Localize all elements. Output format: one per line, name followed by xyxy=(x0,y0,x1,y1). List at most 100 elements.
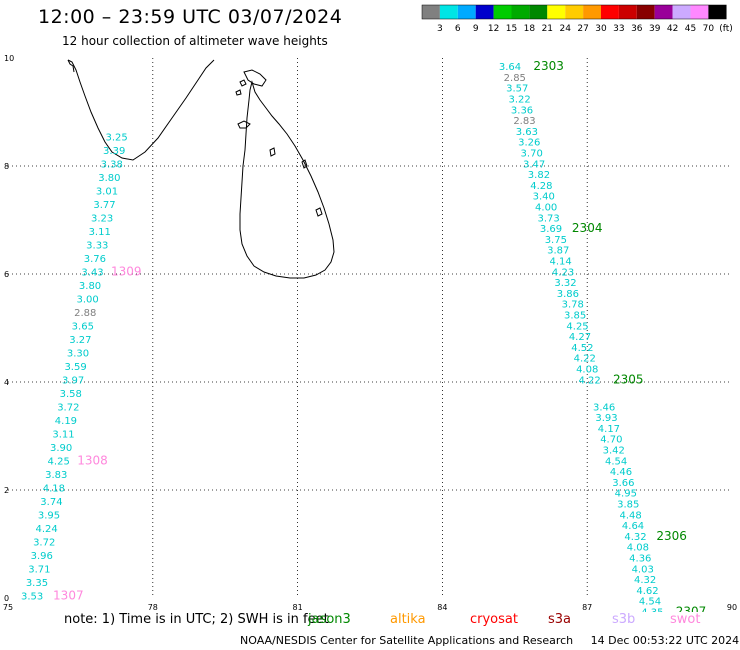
swh-value: 3.72 xyxy=(57,402,79,413)
lagoon-east xyxy=(269,147,323,217)
legend-satellite-swot: swot xyxy=(670,612,701,627)
swh-value: 3.77 xyxy=(93,200,115,211)
color-swatch xyxy=(618,5,637,19)
swh-value: 3.47 xyxy=(523,159,545,170)
swh-value: 4.14 xyxy=(550,257,572,268)
color-scale-label: 36 xyxy=(631,24,643,34)
swh-value: 3.11 xyxy=(52,429,74,440)
legend-note: note: 1) Time is in UTC; 2) SWH is in fe… xyxy=(64,612,329,627)
swh-value: 4.24 xyxy=(35,524,57,535)
swh-value: 4.36 xyxy=(629,554,651,565)
legend-satellite-altika: altika xyxy=(390,612,426,627)
swh-value: 3.30 xyxy=(67,348,89,359)
swh-value: 3.70 xyxy=(521,149,543,160)
color-scale-frame xyxy=(421,4,727,20)
swh-value: 3.90 xyxy=(50,443,72,454)
color-swatch xyxy=(636,5,655,19)
pass-label: 1309 xyxy=(111,264,142,278)
swh-value: 4.64 xyxy=(622,521,644,532)
swh-value: 3.35 xyxy=(26,578,48,589)
pass-labels: 2303 2304 2305 2306 2307 1309 1308 1307 xyxy=(53,59,706,612)
swh-value: 4.52 xyxy=(571,343,593,354)
swh-value: 3.80 xyxy=(79,281,101,292)
color-scale-legend: 3 6 9 12 15 18 21 24 27 30 33 36 39 42 45 70 (ft) xyxy=(421,4,733,34)
swh-value: 4.19 xyxy=(55,416,77,427)
swh-value: 3.23 xyxy=(91,213,113,224)
color-scale-label: 15 xyxy=(506,24,517,34)
color-scale-label: 18 xyxy=(524,24,536,34)
legend-satellite-s3b: s3b xyxy=(612,612,636,627)
swh-value: 3.01 xyxy=(96,186,118,197)
swh-value: 4.62 xyxy=(636,586,658,597)
swh-value: 3.97 xyxy=(62,375,84,386)
lon-tick-label: 81 xyxy=(293,603,303,612)
color-swatch xyxy=(690,5,709,19)
swh-value: 4.28 xyxy=(530,181,552,192)
swh-value: 3.83 xyxy=(45,470,67,481)
mannar-island xyxy=(237,120,251,129)
swh-value: 3.27 xyxy=(69,335,91,346)
swh-value: 3.80 xyxy=(98,173,120,184)
swh-value: 4.08 xyxy=(576,365,598,376)
swh-value: 3.57 xyxy=(506,84,528,95)
swh-value: 4.32 xyxy=(624,532,646,543)
color-swatch xyxy=(422,5,440,19)
swh-value: 3.26 xyxy=(518,138,540,149)
swh-value: 4.22 xyxy=(578,375,600,386)
swh-value: 3.38 xyxy=(101,159,123,170)
jaffna-peninsula xyxy=(243,69,267,87)
swh-value: 3.71 xyxy=(28,564,50,575)
swh-value: 3.46 xyxy=(593,402,615,413)
swh-value: 4.46 xyxy=(610,467,632,478)
credit-text: NOAA/NESDIS Center for Satellite Applica… xyxy=(240,634,574,647)
swh-value: 3.85 xyxy=(617,500,639,511)
map-subtitle: 12 hour collection of altimeter wave hei… xyxy=(62,34,328,48)
pass-label: 1308 xyxy=(77,453,108,467)
color-swatch xyxy=(672,5,691,19)
color-swatch xyxy=(457,5,476,19)
color-swatch xyxy=(547,5,566,19)
swh-value: 4.35 xyxy=(641,608,663,613)
color-scale-label: 12 xyxy=(488,24,499,34)
swh-value: 3.86 xyxy=(557,289,579,300)
color-swatch xyxy=(511,5,530,19)
swh-value: 3.73 xyxy=(537,213,559,224)
swh-value: 3.00 xyxy=(77,294,99,305)
swh-value: 4.54 xyxy=(605,456,627,467)
color-swatch xyxy=(654,5,673,19)
swh-value: 4.48 xyxy=(620,510,642,521)
swh-value: 3.43 xyxy=(81,267,103,278)
color-scale-label: 45 xyxy=(685,24,696,34)
color-scale-label: 70 xyxy=(703,24,715,34)
color-swatch xyxy=(583,5,601,19)
color-swatch xyxy=(565,5,584,19)
swh-value: 3.42 xyxy=(603,446,625,457)
swh-value: 3.75 xyxy=(545,235,567,246)
swh-value: 4.23 xyxy=(552,267,574,278)
swh-value: 3.85 xyxy=(564,311,586,322)
grid-layer xyxy=(8,58,732,598)
swh-value: 3.59 xyxy=(64,362,86,373)
swh-value: 3.76 xyxy=(84,254,106,265)
swh-value: 3.63 xyxy=(516,127,538,138)
color-scale-label: 30 xyxy=(595,24,607,34)
color-scale-label: 3 xyxy=(437,24,443,34)
pass-label: 1307 xyxy=(53,588,84,602)
lat-tick-label: 4 xyxy=(4,378,9,387)
swh-value: 3.69 xyxy=(540,224,562,235)
swh-value: 3.72 xyxy=(33,537,55,548)
swh-value: 2.88 xyxy=(74,308,96,319)
swh-value: 4.22 xyxy=(574,354,596,365)
swh-value: 3.96 xyxy=(31,551,53,562)
color-swatch xyxy=(475,5,494,19)
color-scale-unit: (ft) xyxy=(719,24,733,34)
swh-value: 3.36 xyxy=(511,105,533,116)
pass-label: 2307 xyxy=(676,605,707,613)
swh-value: 3.25 xyxy=(105,132,127,143)
swh-value: 3.66 xyxy=(612,478,634,489)
legend-satellite-jason3: jason3 xyxy=(308,612,351,627)
color-scale-label: 24 xyxy=(559,24,571,34)
color-scale-label: 39 xyxy=(649,24,661,34)
axis-ticks: 75 78 81 84 87 90 0 2 4 6 8 10 xyxy=(3,54,737,612)
india-coast-detail xyxy=(67,59,75,73)
